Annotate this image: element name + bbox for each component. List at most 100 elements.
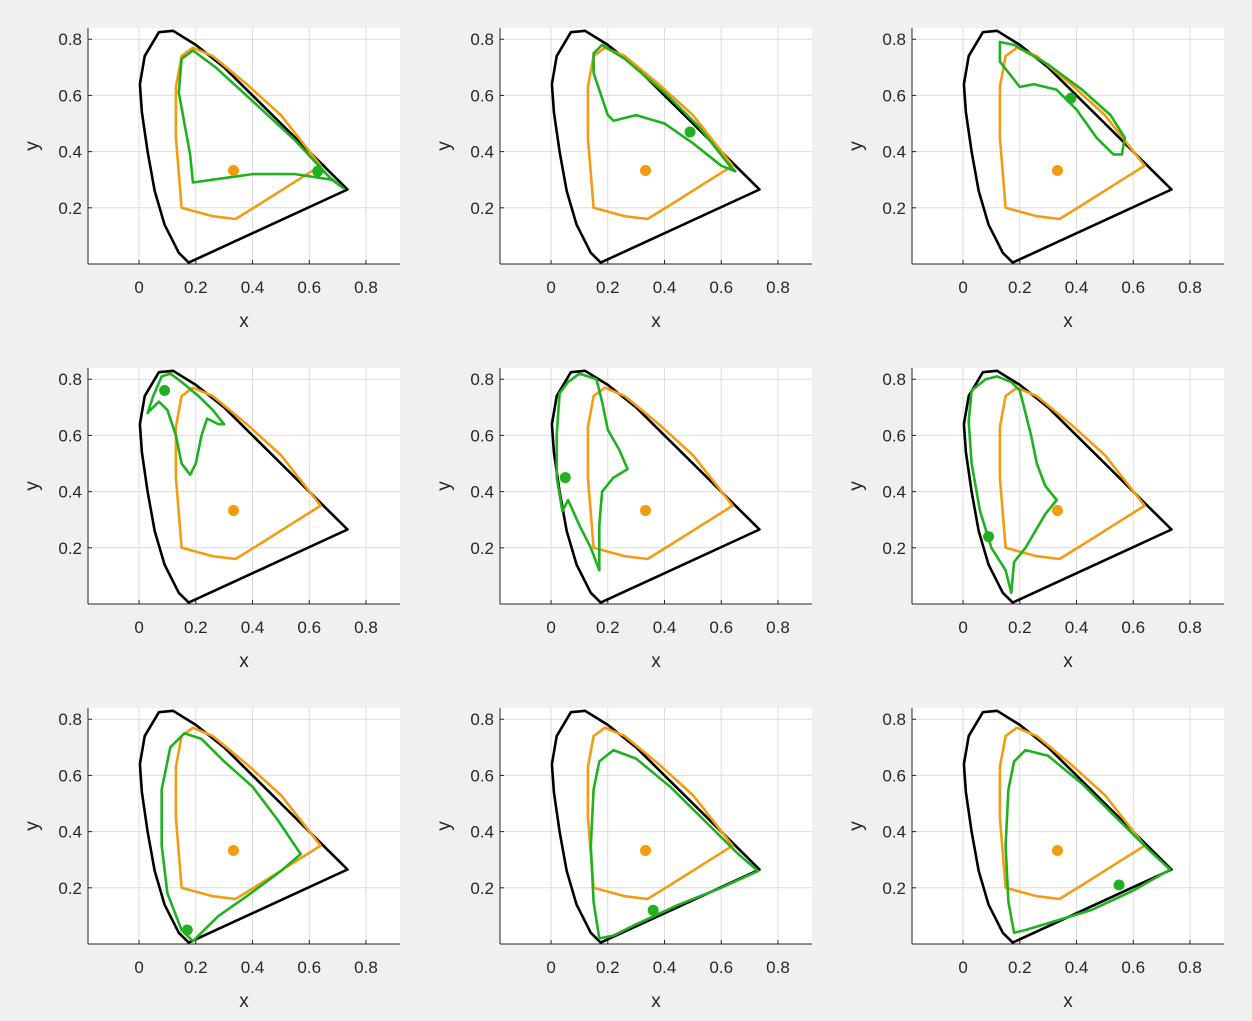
x-tick-label: 0 [958, 618, 967, 637]
x-axis-label: x [651, 651, 661, 672]
gamut-curve [998, 46, 1146, 221]
chart-panel-1: 0 0.2 0.4 0.6 0.8 0.2 0.4 0.6 0.8 x y [22, 28, 400, 332]
y-tick-label: 0.6 [58, 86, 82, 105]
chart-panel-9: 0 0.2 0.4 0.6 0.8 0.2 0.4 0.6 0.8 x y [846, 708, 1224, 1012]
x-tick-label: 0 [546, 618, 555, 637]
x-tick-label: 0.6 [709, 958, 733, 977]
axes-background [500, 28, 812, 264]
gamut-white-point [1052, 504, 1064, 516]
x-tick-label: 0.8 [1178, 618, 1202, 637]
x-tick-label: 0.4 [653, 618, 677, 637]
x-tick-label: 0.8 [1178, 958, 1202, 977]
y-axis-label: y [434, 481, 455, 491]
y-tick-label: 0.2 [470, 879, 494, 898]
y-tick-label: 0.6 [470, 766, 494, 785]
x-tick-label: 0.6 [297, 278, 321, 297]
y-tick-label: 0.6 [470, 426, 494, 445]
axes-background [500, 368, 812, 604]
x-tick-label: 0.2 [1008, 618, 1032, 637]
x-tick-label: 0 [958, 278, 967, 297]
y-tick-label: 0.8 [882, 370, 906, 389]
x-tick-label: 0.6 [709, 278, 733, 297]
x-tick-label: 0.6 [709, 618, 733, 637]
x-tick-label: 0.2 [184, 278, 208, 297]
x-axis-label: x [1063, 651, 1073, 672]
y-tick-label: 0.8 [470, 370, 494, 389]
y-tick-label: 0.6 [58, 426, 82, 445]
y-tick-label: 0.2 [882, 879, 906, 898]
x-axis-label: x [239, 651, 249, 672]
test-curve [998, 40, 1126, 156]
axes-background [912, 708, 1224, 944]
y-tick-label: 0.8 [58, 370, 82, 389]
x-tick-label: 0 [134, 278, 143, 297]
test-white-point [181, 924, 193, 936]
axes-background [912, 28, 1224, 264]
x-tick-label: 0.2 [596, 958, 620, 977]
test-white-point [1065, 92, 1077, 104]
chart-panel-6: 0 0.2 0.4 0.6 0.8 0.2 0.4 0.6 0.8 x y [846, 368, 1224, 672]
y-tick-label: 0.6 [882, 426, 906, 445]
test-white-point [559, 472, 571, 484]
test-curve [1004, 748, 1172, 935]
axes-background [88, 708, 400, 944]
x-axis-label: x [1063, 311, 1073, 332]
y-tick-label: 0.8 [58, 30, 82, 49]
x-tick-label: 0.4 [653, 278, 677, 297]
y-tick-label: 0.2 [58, 879, 82, 898]
test-white-point [684, 126, 696, 138]
x-axis-label: x [651, 991, 661, 1012]
x-axis-label: x [239, 311, 249, 332]
y-axis-label: y [434, 821, 455, 831]
x-tick-label: 0.4 [1065, 278, 1089, 297]
test-white-point [312, 165, 324, 177]
gamut-curve [998, 386, 1146, 561]
test-white-point [159, 384, 171, 396]
y-tick-label: 0.8 [882, 30, 906, 49]
chart-panel-8: 0 0.2 0.4 0.6 0.8 0.2 0.4 0.6 0.8 x y [434, 708, 812, 1012]
y-tick-label: 0.6 [882, 766, 906, 785]
y-tick-label: 0.4 [58, 483, 82, 502]
y-tick-label: 0.4 [470, 823, 494, 842]
x-tick-label: 0.8 [766, 618, 790, 637]
test-white-point [647, 904, 659, 916]
gamut-curve [586, 386, 734, 561]
gamut-white-point [1052, 164, 1064, 176]
x-tick-label: 0 [546, 278, 555, 297]
gamut-white-point [640, 504, 652, 516]
x-tick-label: 0 [134, 618, 143, 637]
x-tick-label: 0 [134, 958, 143, 977]
axes-background [912, 368, 1224, 604]
gamut-curve [998, 726, 1146, 901]
test-curve [146, 372, 226, 477]
gamut-curve [174, 726, 322, 901]
y-tick-label: 0.4 [58, 823, 82, 842]
x-tick-label: 0.8 [354, 958, 378, 977]
axes-background [88, 368, 400, 604]
y-axis-label: y [846, 481, 867, 491]
y-axis-label: y [434, 141, 455, 151]
y-axis-label: y [22, 141, 43, 151]
x-tick-label: 0.8 [354, 278, 378, 297]
x-tick-label: 0 [546, 958, 555, 977]
test-curve [160, 731, 303, 943]
x-tick-label: 0.2 [1008, 278, 1032, 297]
gamut-white-point [228, 164, 240, 176]
x-tick-label: 0.4 [241, 278, 265, 297]
x-tick-label: 0.8 [354, 618, 378, 637]
y-tick-label: 0.2 [882, 539, 906, 558]
gamut-white-point [640, 844, 652, 856]
y-tick-label: 0.2 [58, 539, 82, 558]
x-tick-label: 0.8 [766, 958, 790, 977]
x-axis-label: x [651, 311, 661, 332]
y-tick-label: 0.4 [882, 143, 906, 162]
gamut-curve [174, 386, 322, 561]
y-axis-label: y [22, 481, 43, 491]
test-curve [555, 372, 629, 572]
x-tick-label: 0.2 [184, 958, 208, 977]
y-tick-label: 0.8 [470, 710, 494, 729]
y-tick-label: 0.2 [882, 199, 906, 218]
x-tick-label: 0.8 [1178, 278, 1202, 297]
x-tick-label: 0.2 [596, 618, 620, 637]
